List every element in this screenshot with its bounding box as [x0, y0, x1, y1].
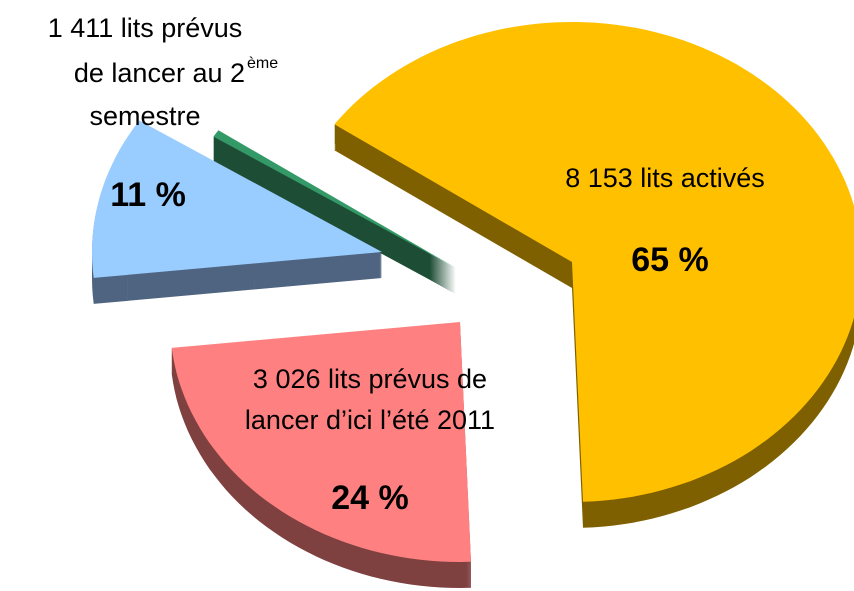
slice-label: 1 411 lits prévus — [48, 13, 243, 43]
value-label: 65 % — [631, 241, 709, 279]
label-superscript: ème — [247, 55, 278, 72]
slice — [171, 322, 471, 562]
slice-label: 3 026 lits prévus de — [253, 364, 487, 394]
slice — [92, 120, 382, 278]
slice-label: semestre — [89, 101, 200, 131]
slice-side — [213, 131, 456, 294]
value-label: 24 % — [331, 479, 409, 517]
slice-label: de lancer au 2 — [74, 58, 245, 88]
slice-label: 8 153 lits activés — [565, 163, 765, 193]
value-label: 11 % — [110, 176, 186, 214]
slice — [334, 22, 854, 502]
slice-label: lancer d’ici l’été 2011 — [245, 405, 495, 435]
slice — [213, 130, 456, 268]
